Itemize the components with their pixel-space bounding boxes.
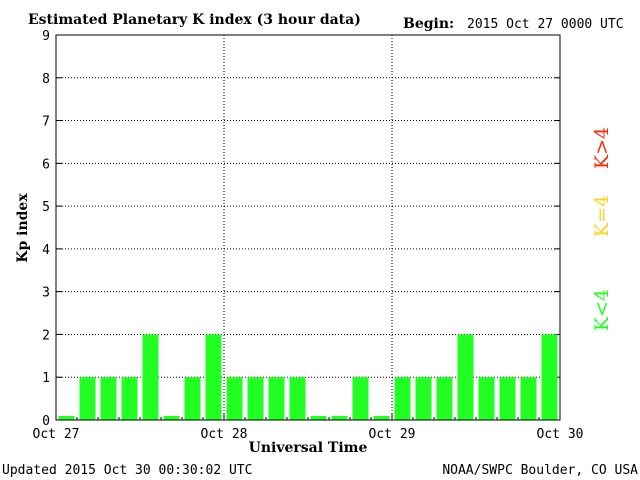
- y-tick-label: 9: [42, 29, 50, 44]
- x-axis-label: Universal Time: [249, 440, 368, 456]
- x-tick-label: Oct 30: [537, 427, 584, 442]
- x-tick-label: Oct 29: [369, 427, 416, 442]
- updated-timestamp: Updated 2015 Oct 30 00:30:02 UTC: [2, 463, 252, 478]
- kp-bar: [373, 416, 390, 420]
- y-tick-label: 0: [42, 414, 50, 429]
- kp-bar: [310, 416, 327, 420]
- kp-bar: [79, 377, 96, 420]
- kp-bar: [121, 377, 138, 420]
- x-tick-label: Oct 27: [33, 427, 80, 442]
- kp-bar: [415, 377, 432, 420]
- kp-bar: [436, 377, 453, 420]
- y-tick-label: 1: [42, 371, 50, 386]
- y-tick-label: 8: [42, 72, 50, 87]
- kp-bar: [541, 334, 558, 420]
- kp-bar: [499, 377, 516, 420]
- kp-bar: [247, 377, 264, 420]
- kp-bar: [394, 377, 411, 420]
- kp-bar: [520, 377, 537, 420]
- begin-value: 2015 Oct 27 0000 UTC: [467, 17, 624, 32]
- kp-bar: [478, 377, 495, 420]
- kp-bar: [163, 416, 180, 420]
- legend-k-less-4: K<4: [591, 289, 613, 331]
- credit-text: NOAA/SWPC Boulder, CO USA: [442, 463, 638, 478]
- x-tick-labels: Oct 27 Oct 28 Oct 29 Oct 30: [33, 427, 584, 442]
- kp-bar: [289, 377, 306, 420]
- y-tick-label: 5: [42, 200, 50, 215]
- x-tick-label: Oct 28: [201, 427, 248, 442]
- y-tick-label: 2: [42, 328, 50, 343]
- legend-k-equal-4: K=4: [591, 195, 613, 237]
- kp-bar: [58, 416, 75, 420]
- kp-bar: [331, 416, 348, 420]
- y-axis-label: Kp index: [15, 193, 31, 263]
- y-tick-label: 6: [42, 157, 50, 172]
- grid-lines: [55, 34, 561, 421]
- legend-k-greater-4: K>4: [591, 127, 613, 169]
- kp-bar: [184, 377, 201, 420]
- kp-bar: [142, 334, 159, 420]
- legend-label: K>4: [591, 127, 613, 169]
- kp-bar: [100, 377, 117, 420]
- begin-label: Begin:: [403, 16, 454, 32]
- y-tick-label: 4: [42, 243, 50, 258]
- bars: [58, 334, 558, 420]
- chart-title: Estimated Planetary K index (3 hour data…: [28, 12, 361, 28]
- y-tick-labels: 0 1 2 3 4 5 6 7 8 9: [42, 29, 50, 429]
- kp-bar: [457, 334, 474, 420]
- y-tick-label: 7: [42, 115, 50, 130]
- kp-bar: [226, 377, 243, 420]
- y-tick-label: 3: [42, 286, 50, 301]
- kp-bar: [205, 334, 222, 420]
- legend-label: K<4: [591, 289, 613, 331]
- plot-frame: [55, 34, 561, 421]
- kp-bar: [352, 377, 369, 420]
- legend-label: K=4: [591, 195, 613, 237]
- kp-bar: [268, 377, 285, 420]
